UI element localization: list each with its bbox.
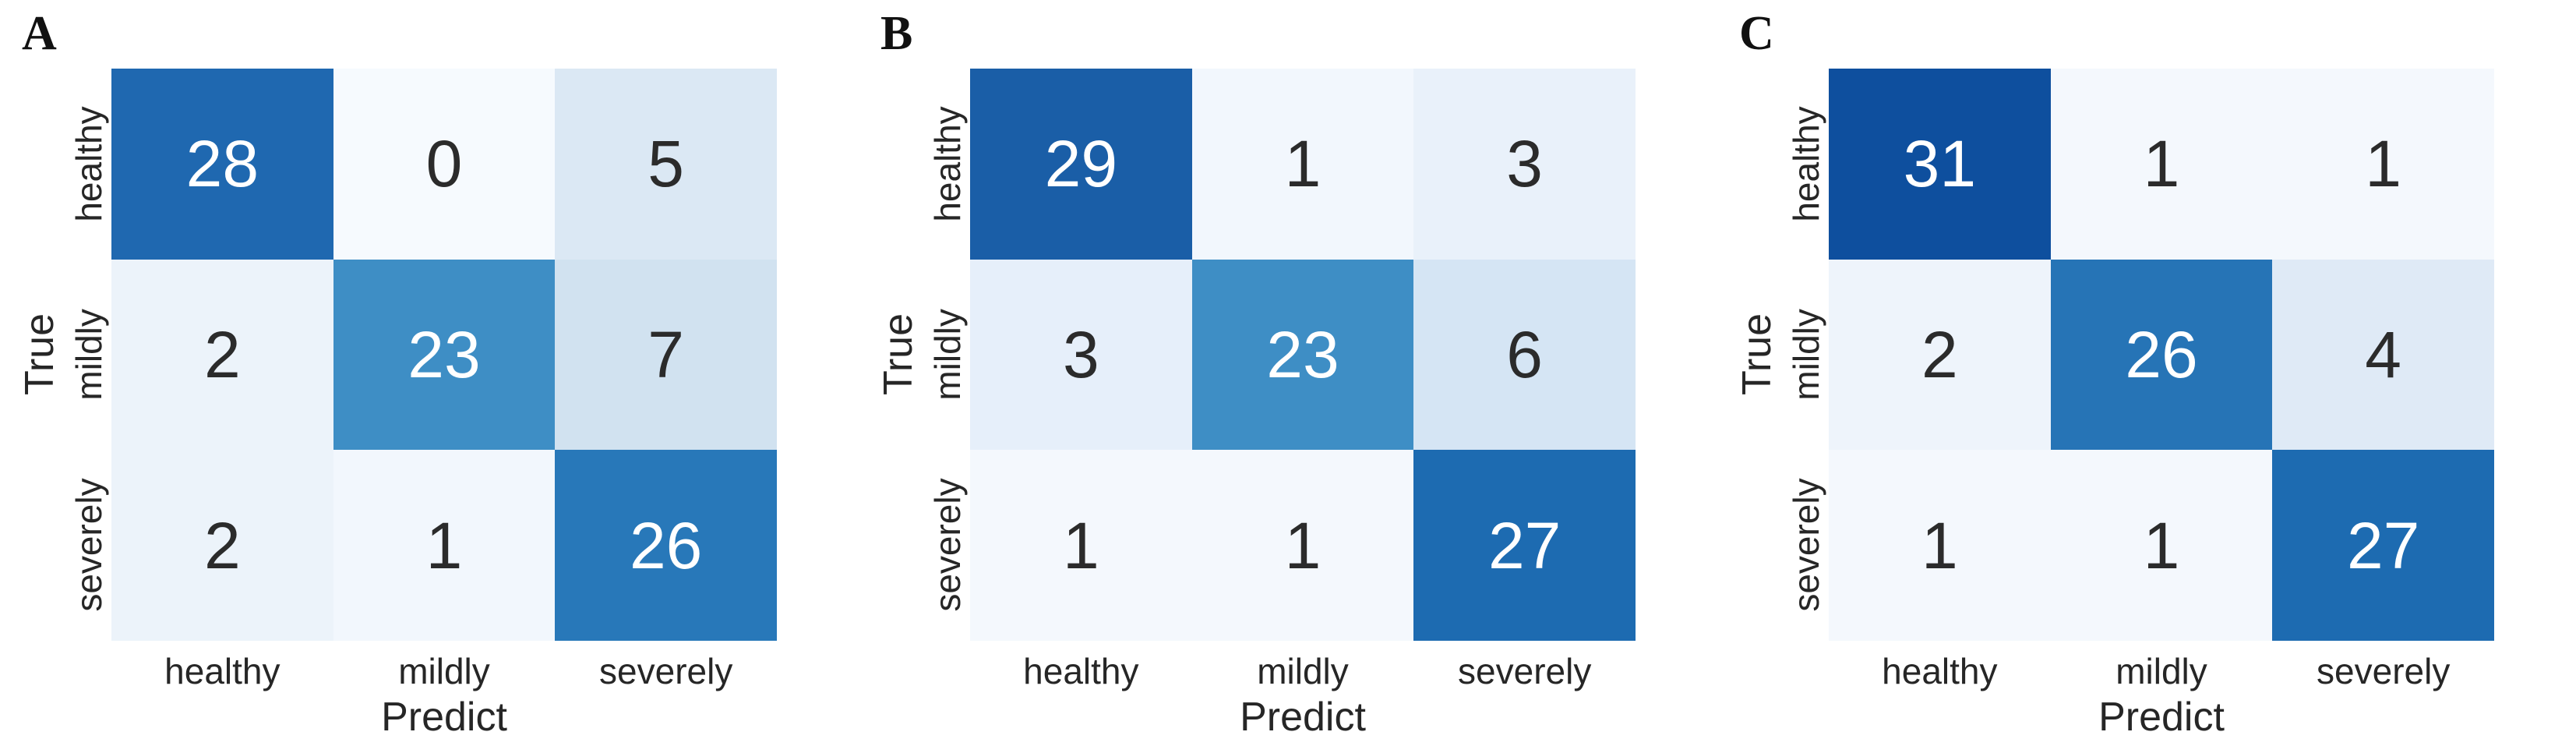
x-tick-severely: severely	[1458, 651, 1592, 691]
x-tick-mildly: mildly	[398, 651, 490, 691]
y-tick-mildly: mildly	[927, 309, 968, 401]
panel-a: A True healthy mildly severely 28 0 5 2 …	[0, 0, 859, 746]
y-tick-severely: severely	[69, 479, 109, 613]
x-tick-mildly: mildly	[1257, 651, 1349, 691]
heatmap-cell: 2	[111, 259, 333, 451]
heatmap: 31 1 1 2 26 4 1 1 27	[1829, 69, 2494, 641]
panel-a-letter: A	[22, 7, 57, 60]
heatmap-cell: 2	[111, 450, 333, 641]
heatmap-cell: 3	[970, 259, 1192, 451]
heatmap-cell: 26	[555, 450, 777, 641]
heatmap-cell: 1	[2272, 69, 2494, 260]
heatmap-cell: 1	[970, 450, 1192, 641]
y-tick-labels: healthy mildly severely	[1784, 69, 1828, 641]
y-tick-severely: severely	[1786, 479, 1826, 613]
y-tick-labels: healthy mildly severely	[67, 69, 111, 641]
x-tick-severely: severely	[599, 651, 733, 691]
heatmap-cell: 7	[555, 259, 777, 451]
heatmap-cell: 1	[1829, 450, 2051, 641]
heatmap-cell: 1	[1191, 69, 1414, 260]
panel-c-letter: C	[1739, 7, 1774, 60]
x-axis-title: Predict	[381, 695, 507, 740]
y-tick-mildly: mildly	[1786, 309, 1826, 401]
heatmap-cell: 2	[1829, 259, 2051, 451]
y-axis-title: True	[1734, 313, 1780, 396]
heatmap-cell: 1	[1191, 450, 1414, 641]
heatmap-cell: 6	[1413, 259, 1636, 451]
x-tick-labels: healthy mildly severely	[1829, 644, 2494, 692]
x-tick-healthy: healthy	[1023, 651, 1139, 691]
y-axis-title: True	[17, 313, 62, 396]
y-tick-labels: healthy mildly severely	[926, 69, 969, 641]
panel-c: C True healthy mildly severely 31 1 1 2 …	[1717, 0, 2576, 746]
heatmap-cell: 26	[2050, 259, 2273, 451]
x-tick-mildly: mildly	[2115, 651, 2207, 691]
heatmap-cell: 3	[1413, 69, 1636, 260]
heatmap-cell: 1	[2050, 69, 2273, 260]
heatmap-cell: 27	[2272, 450, 2494, 641]
panel-b: B True healthy mildly severely 29 1 3 3 …	[859, 0, 1717, 746]
heatmap-cell: 28	[111, 69, 333, 260]
x-tick-healthy: healthy	[164, 651, 281, 691]
x-tick-severely: severely	[2317, 651, 2451, 691]
heatmap-cell: 4	[2272, 259, 2494, 451]
y-tick-healthy: healthy	[69, 106, 109, 222]
heatmap-cell: 1	[333, 450, 556, 641]
y-tick-mildly: mildly	[69, 309, 109, 401]
heatmap-cell: 27	[1413, 450, 1636, 641]
x-tick-labels: healthy mildly severely	[970, 644, 1636, 692]
y-axis-title: True	[876, 313, 921, 396]
heatmap: 29 1 3 3 23 6 1 1 27	[970, 69, 1636, 641]
x-tick-healthy: healthy	[1882, 651, 1998, 691]
x-axis-title: Predict	[2098, 695, 2225, 740]
heatmap: 28 0 5 2 23 7 2 1 26	[111, 69, 777, 641]
y-tick-severely: severely	[927, 479, 968, 613]
y-tick-healthy: healthy	[1786, 106, 1826, 222]
panel-b-letter: B	[880, 7, 913, 60]
heatmap-cell: 23	[1191, 259, 1414, 451]
heatmap-cell: 29	[970, 69, 1192, 260]
heatmap-cell: 5	[555, 69, 777, 260]
heatmap-cell: 31	[1829, 69, 2051, 260]
heatmap-cell: 0	[333, 69, 556, 260]
x-tick-labels: healthy mildly severely	[111, 644, 777, 692]
y-tick-healthy: healthy	[927, 106, 968, 222]
heatmap-cell: 1	[2050, 450, 2273, 641]
x-axis-title: Predict	[1240, 695, 1366, 740]
heatmap-cell: 23	[333, 259, 556, 451]
